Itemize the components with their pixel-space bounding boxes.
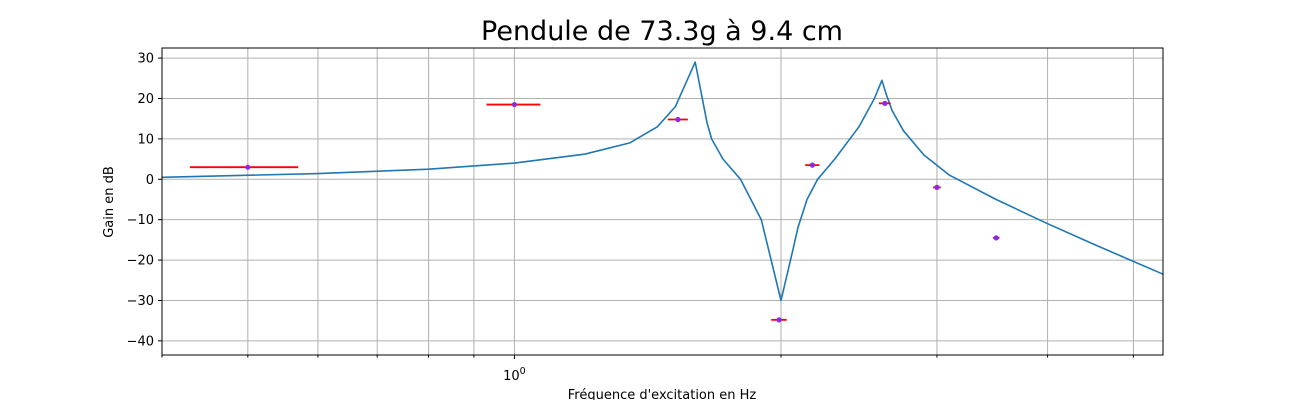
measured-point xyxy=(511,101,518,108)
plot-frame xyxy=(161,47,1164,356)
y-tick-label: 20 xyxy=(137,92,154,107)
y-tick-label: −20 xyxy=(127,254,154,269)
measured-point xyxy=(776,317,782,323)
y-axis-label: Gain en dB xyxy=(102,166,117,238)
y-tick-label: −30 xyxy=(127,294,154,309)
y-tick-label: 0 xyxy=(146,173,154,188)
measured-point xyxy=(934,184,940,190)
transfer-function-curve xyxy=(162,61,1163,302)
measured-point xyxy=(993,235,999,241)
plot-area xyxy=(162,61,1163,323)
grid xyxy=(161,48,1163,355)
measured-point xyxy=(809,162,815,168)
measured-point xyxy=(245,164,251,170)
y-tick-label: −40 xyxy=(127,334,154,349)
y-tick-label: 10 xyxy=(137,132,154,147)
x-tick-label: 100 xyxy=(503,366,526,384)
y-tick-label: 30 xyxy=(137,52,154,67)
axes: −40 −30 −20 −10 0 10 20 30 100 xyxy=(127,52,1134,384)
measured-point xyxy=(882,100,888,106)
chart-title: Pendule de 73.3g à 9.4 cm xyxy=(481,16,843,47)
y-tick-label: −10 xyxy=(127,213,154,228)
x-axis-label: Fréquence d'excitation en Hz xyxy=(568,388,757,400)
measured-point xyxy=(675,116,681,123)
